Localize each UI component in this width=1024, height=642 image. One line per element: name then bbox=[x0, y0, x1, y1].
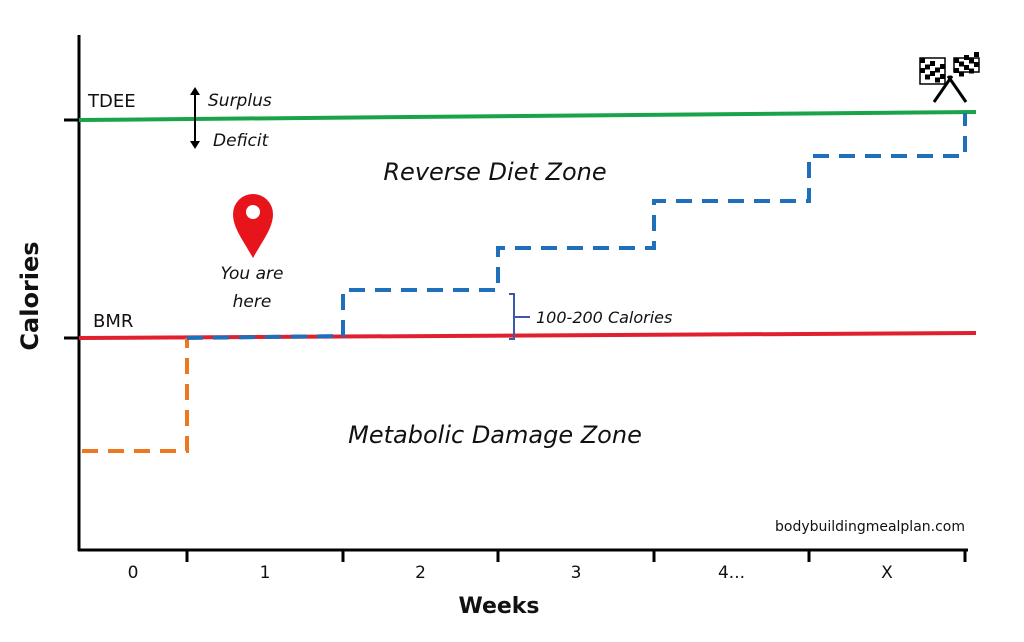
x-ticks bbox=[185, 549, 967, 562]
you-are-here-line1: You are bbox=[221, 264, 284, 284]
x-tick-label: 0 bbox=[128, 563, 139, 583]
x-tick-label: 4... bbox=[718, 563, 745, 583]
reverse-diet-zone-label: Reverse Diet Zone bbox=[383, 158, 606, 186]
x-tick-label: 3 bbox=[571, 563, 582, 583]
x-tick-label: 2 bbox=[415, 563, 426, 583]
map-pin-icon bbox=[233, 194, 273, 258]
watermark: bodybuildingmealplan.com bbox=[775, 519, 965, 535]
x-tick-labels: 0 1 2 3 4... X bbox=[128, 563, 894, 583]
deficit-label: Deficit bbox=[213, 131, 270, 151]
step-size-label: 100-200 Calories bbox=[536, 308, 672, 327]
y-axis-label: Calories bbox=[16, 241, 44, 350]
surplus-label: Surplus bbox=[208, 91, 272, 111]
x-axis-label: Weeks bbox=[458, 594, 539, 619]
bmr-label: BMR bbox=[93, 311, 133, 332]
tdee-label: TDEE bbox=[87, 91, 136, 112]
x-tick-label: 1 bbox=[260, 563, 271, 583]
deficit-step-path bbox=[82, 338, 189, 453]
you-are-here-line2: here bbox=[233, 292, 272, 312]
step-size-bracket bbox=[509, 293, 530, 340]
checkered-flags-icon bbox=[919, 52, 980, 103]
surplus-deficit-arrow-icon bbox=[190, 87, 200, 149]
tdee-line bbox=[78, 110, 977, 122]
metabolic-damage-zone-label: Metabolic Damage Zone bbox=[348, 421, 642, 449]
x-tick-label: X bbox=[881, 563, 893, 583]
reverse-diet-step-path bbox=[186, 113, 967, 340]
